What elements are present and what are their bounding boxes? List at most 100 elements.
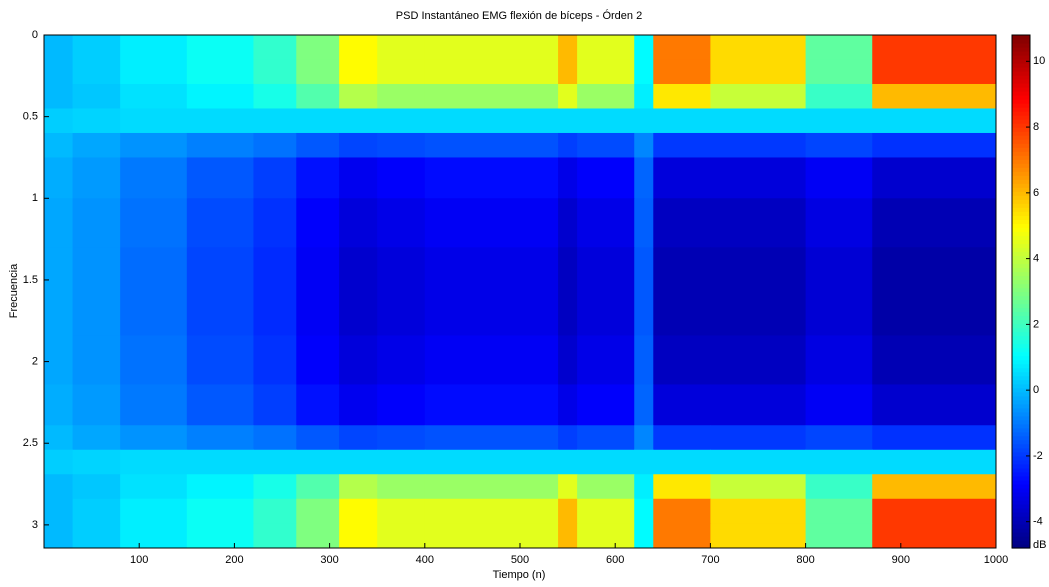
cell <box>377 83 426 109</box>
y-tick-label: 0 <box>32 29 38 41</box>
colorbar-swatch <box>1012 479 1030 485</box>
cell <box>872 449 997 475</box>
x-tick-label: 600 <box>606 554 624 566</box>
cell <box>872 425 997 451</box>
cell <box>72 59 121 85</box>
cell <box>577 335 635 385</box>
colorbar-swatch <box>1012 527 1030 533</box>
cell <box>653 59 711 85</box>
colorbar-swatch <box>1012 67 1030 72</box>
cell <box>710 425 807 451</box>
colorbar-swatch <box>1012 503 1030 509</box>
cell <box>872 498 997 524</box>
colorbar-swatch <box>1012 443 1030 449</box>
cell <box>186 523 254 549</box>
colorbar-swatch <box>1012 319 1030 325</box>
colorbar-swatch <box>1012 255 1030 261</box>
colorbar-swatch <box>1012 247 1030 253</box>
cell <box>558 108 578 134</box>
colorbar-swatch <box>1012 511 1030 517</box>
cell <box>558 425 578 451</box>
colorbar-swatch <box>1012 207 1030 212</box>
cell <box>805 132 873 158</box>
x-axis-label: Tiempo (n) <box>493 569 546 581</box>
colorbar-swatch <box>1012 167 1030 172</box>
colorbar-swatch <box>1012 419 1030 425</box>
cell <box>653 157 711 199</box>
colorbar-swatch <box>1012 135 1030 140</box>
colorbar-tick-label: -4 <box>1033 516 1043 528</box>
cell <box>377 157 426 199</box>
cell <box>377 132 426 158</box>
cell <box>44 59 74 85</box>
cell <box>377 425 426 451</box>
cell <box>296 335 340 385</box>
cell <box>805 474 873 500</box>
cell <box>872 474 997 500</box>
colorbar-swatch <box>1012 399 1030 405</box>
cell <box>186 449 254 475</box>
colorbar-swatch <box>1012 535 1030 541</box>
cell <box>296 449 340 475</box>
colorbar-swatch <box>1012 499 1030 505</box>
cell <box>424 132 559 158</box>
cell <box>872 157 997 199</box>
cell <box>558 449 578 475</box>
cell <box>72 498 121 524</box>
cell <box>44 474 74 500</box>
cell <box>872 198 997 248</box>
cell <box>339 198 378 248</box>
cell <box>44 198 74 248</box>
cell <box>558 523 578 549</box>
cell <box>44 335 74 385</box>
cell <box>805 35 873 60</box>
cell <box>424 59 559 85</box>
cell <box>424 449 559 475</box>
cell <box>634 425 654 451</box>
colorbar-swatch <box>1012 99 1030 104</box>
y-axis-label: Frecuencia <box>8 263 20 318</box>
cell <box>634 132 654 158</box>
cell <box>120 35 188 60</box>
colorbar-swatch <box>1012 47 1030 52</box>
x-tick-label: 300 <box>320 554 338 566</box>
colorbar-swatch <box>1012 259 1030 265</box>
cell <box>634 523 654 549</box>
cell <box>872 35 997 60</box>
cell <box>377 198 426 248</box>
colorbar-label: dB <box>1033 539 1046 551</box>
colorbar-swatch <box>1012 423 1030 429</box>
cell <box>253 108 297 134</box>
colorbar-swatch <box>1012 471 1030 477</box>
cell <box>296 35 340 60</box>
cell <box>253 498 297 524</box>
cell <box>558 384 578 426</box>
cell <box>577 59 635 85</box>
cell <box>377 247 426 336</box>
cell <box>296 198 340 248</box>
colorbar-swatch <box>1012 287 1030 293</box>
colorbar-swatch <box>1012 115 1030 120</box>
cell <box>44 384 74 426</box>
cell <box>72 425 121 451</box>
cell <box>339 247 378 336</box>
cell <box>120 198 188 248</box>
colorbar-swatch <box>1012 451 1030 457</box>
cell <box>339 157 378 199</box>
cell <box>186 425 254 451</box>
cell <box>577 35 635 60</box>
colorbar-swatch <box>1012 163 1030 168</box>
x-tick-label: 700 <box>701 554 719 566</box>
cell <box>253 83 297 109</box>
colorbar-swatch <box>1012 143 1030 148</box>
cell <box>120 523 188 549</box>
cell <box>72 35 121 60</box>
cell <box>424 108 559 134</box>
colorbar-swatch <box>1012 391 1030 397</box>
cell <box>710 35 807 60</box>
cell <box>653 335 711 385</box>
colorbar-swatch <box>1012 171 1030 176</box>
cell <box>558 35 578 60</box>
cell <box>120 474 188 500</box>
cell <box>872 523 997 549</box>
